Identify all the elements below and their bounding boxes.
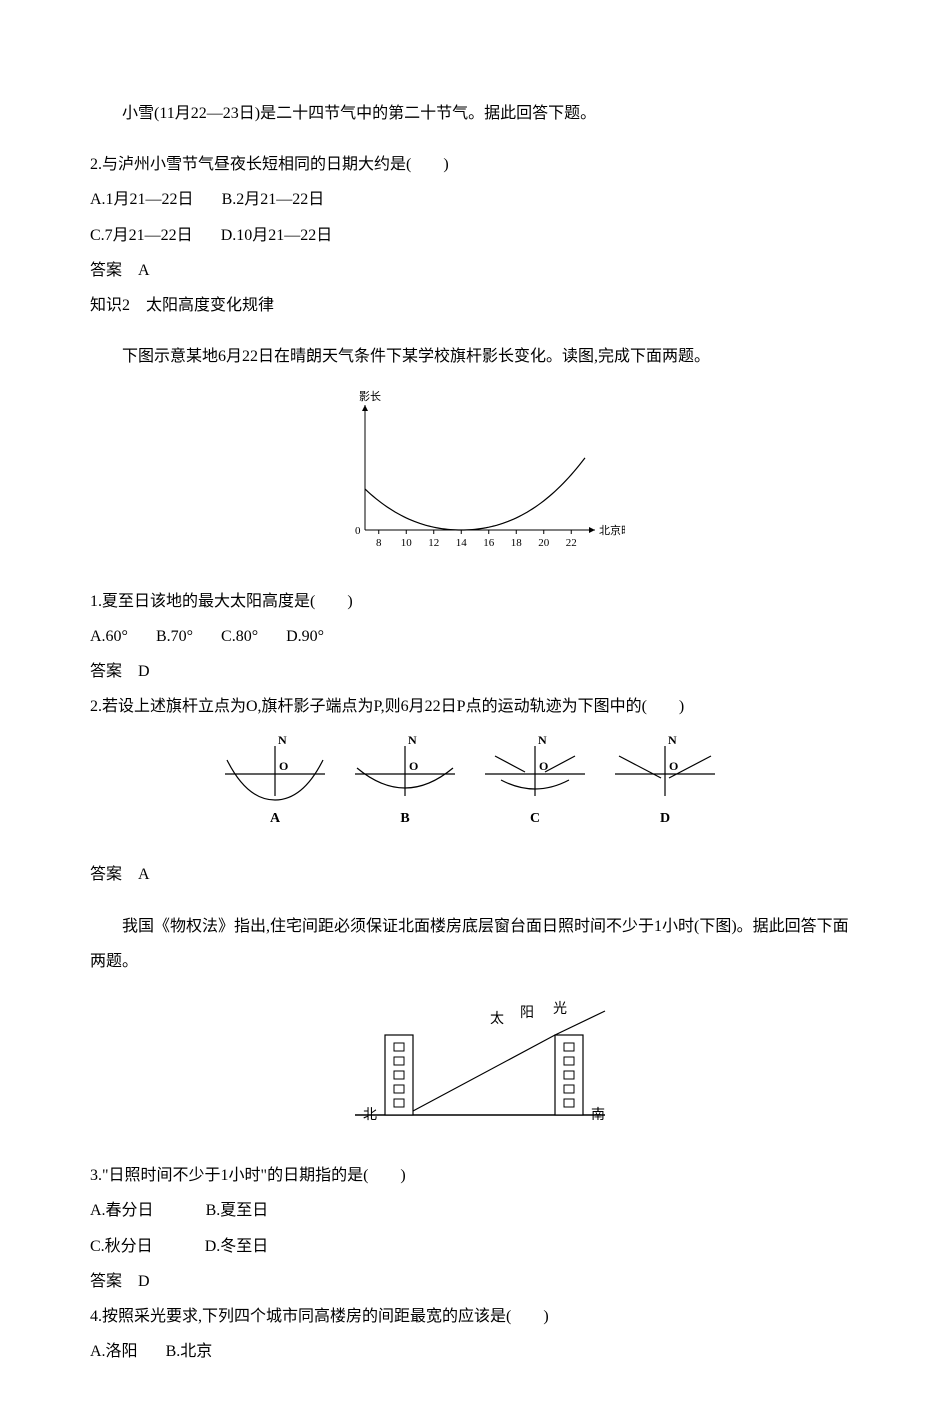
- svg-text:18: 18: [511, 537, 523, 549]
- opt-1b-A: A.60°: [90, 628, 128, 645]
- svg-text:D: D: [660, 811, 670, 826]
- svg-text:O: O: [409, 759, 418, 773]
- answer-2a: 答案 A: [90, 253, 860, 288]
- section-heading: 知识2 太阳高度变化规律: [90, 288, 860, 323]
- question-4-options: A.洛阳 B.北京: [90, 1334, 860, 1369]
- opt-2a-B: B.2月21—22日: [222, 191, 325, 208]
- svg-text:阳: 阳: [520, 1005, 534, 1021]
- svg-text:N: N: [538, 734, 547, 747]
- answer-3: 答案 D: [90, 1264, 860, 1299]
- svg-text:0: 0: [355, 525, 361, 537]
- opt-2a-A: A.1月21—22日: [90, 191, 194, 208]
- svg-text:O: O: [279, 759, 288, 773]
- opt-3-A: A.春分日: [90, 1202, 154, 1219]
- svg-text:20: 20: [538, 537, 550, 549]
- question-2b-stem: 2.若设上述旗杆立点为O,旗杆影子端点为P,则6月22日P点的运动轨迹为下图中的…: [90, 689, 860, 724]
- opt-4-B: B.北京: [166, 1343, 213, 1360]
- svg-text:22: 22: [566, 537, 577, 549]
- svg-text:10: 10: [401, 537, 413, 549]
- svg-text:12: 12: [428, 537, 439, 549]
- svg-text:B: B: [400, 811, 409, 826]
- svg-text:南: 南: [591, 1107, 605, 1123]
- svg-text:N: N: [278, 734, 287, 747]
- question-3-options-row1: A.春分日 B.夏至日: [90, 1193, 860, 1228]
- answer-1b: 答案 D: [90, 654, 860, 689]
- opt-4-A: A.洛阳: [90, 1343, 138, 1360]
- intro-text-2: 下图示意某地6月22日在晴朗天气条件下某学校旗杆影长变化。读图,完成下面两题。: [90, 339, 860, 374]
- answer-2b: 答案 A: [90, 857, 860, 892]
- svg-text:O: O: [669, 759, 678, 773]
- question-2a-stem: 2.与泸州小雪节气昼夜长短相同的日期大约是( ): [90, 147, 860, 182]
- opt-1b-C: C.80°: [221, 628, 258, 645]
- svg-text:16: 16: [483, 537, 495, 549]
- svg-text:北京时间: 北京时间: [599, 523, 625, 537]
- opt-1b-B: B.70°: [156, 628, 193, 645]
- svg-text:A: A: [270, 811, 281, 826]
- building-sunlight-diagram: 太阳 光北 南: [90, 995, 860, 1148]
- opt-1b-D: D.90°: [286, 628, 324, 645]
- svg-text:N: N: [408, 734, 417, 747]
- svg-text:太: 太: [490, 1011, 504, 1027]
- opt-2a-D: D.10月21—22日: [221, 227, 333, 244]
- svg-text:光: 光: [553, 1001, 567, 1017]
- question-4-stem: 4.按照采光要求,下列四个城市同高楼房的间距最宽的应该是( ): [90, 1299, 860, 1334]
- opt-3-D: D.冬至日: [205, 1238, 269, 1255]
- svg-text:影长: 影长: [359, 390, 381, 403]
- trajectory-diagram-abcd: NOANOBNOCNOD: [90, 734, 860, 847]
- question-1b-options: A.60° B.70° C.80° D.90°: [90, 619, 860, 654]
- question-3-stem: 3."日照时间不少于1小时"的日期指的是( ): [90, 1158, 860, 1193]
- svg-text:北: 北: [363, 1107, 377, 1123]
- shadow-length-chart: 0 影长北京时间 8 10 12 14 16 18 20 22: [90, 390, 860, 573]
- svg-text:N: N: [668, 734, 677, 747]
- svg-text:8: 8: [376, 537, 382, 549]
- svg-text:14: 14: [456, 537, 468, 549]
- opt-3-B: B.夏至日: [206, 1202, 269, 1219]
- question-2a-options-row2: C.7月21—22日 D.10月21—22日: [90, 218, 860, 253]
- intro-text-1: 小雪(11月22—23日)是二十四节气中的第二十节气。据此回答下题。: [90, 96, 860, 131]
- opt-3-C: C.秋分日: [90, 1238, 153, 1255]
- question-3-options-row2: C.秋分日 D.冬至日: [90, 1229, 860, 1264]
- svg-text:C: C: [530, 811, 540, 826]
- question-1b-stem: 1.夏至日该地的最大太阳高度是( ): [90, 584, 860, 619]
- opt-2a-C: C.7月21—22日: [90, 227, 193, 244]
- intro-text-3: 我国《物权法》指出,住宅间距必须保证北面楼房底层窗台面日照时间不少于1小时(下图…: [90, 909, 860, 979]
- question-2a-options-row1: A.1月21—22日 B.2月21—22日: [90, 182, 860, 217]
